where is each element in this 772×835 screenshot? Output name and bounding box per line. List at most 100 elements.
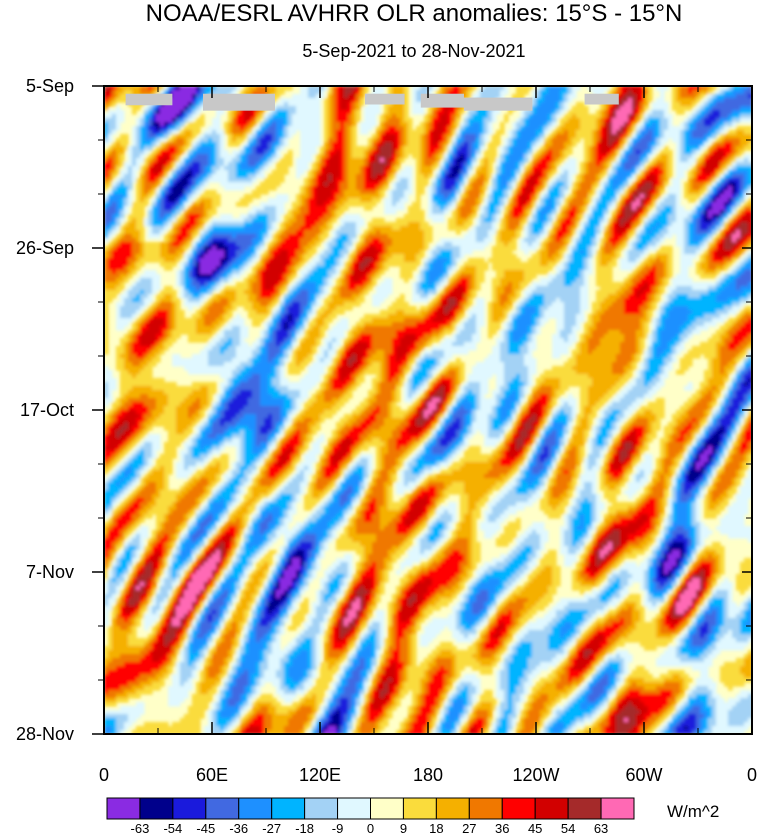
anomaly-cell	[644, 122, 649, 127]
anomaly-cell	[628, 94, 633, 99]
anomaly-cell	[152, 214, 157, 219]
anomaly-cell	[600, 150, 605, 155]
anomaly-cell	[640, 182, 645, 187]
anomaly-cell	[140, 182, 145, 187]
anomaly-cell	[636, 214, 641, 219]
anomaly-cell	[548, 194, 553, 199]
anomaly-cell	[192, 166, 197, 171]
anomaly-cell	[172, 186, 177, 191]
anomaly-cell	[512, 222, 517, 227]
anomaly-cell	[716, 126, 721, 131]
anomaly-cell	[344, 102, 349, 107]
anomaly-cell	[248, 222, 253, 227]
anomaly-cell	[248, 162, 253, 167]
anomaly-cell	[712, 142, 717, 147]
anomaly-cell	[496, 162, 501, 167]
anomaly-cell	[648, 194, 653, 199]
anomaly-cell	[360, 90, 365, 95]
anomaly-cell	[572, 130, 577, 135]
anomaly-cell	[152, 106, 157, 111]
anomaly-cell	[728, 166, 733, 171]
anomaly-cell	[268, 118, 273, 123]
anomaly-cell	[224, 174, 229, 179]
anomaly-cell	[720, 166, 725, 171]
anomaly-cell	[548, 102, 553, 107]
anomaly-cell	[688, 218, 693, 223]
anomaly-cell	[736, 210, 741, 215]
anomaly-cell	[620, 222, 625, 227]
anomaly-cell	[296, 122, 301, 127]
anomaly-cell	[608, 162, 613, 167]
anomaly-cell	[700, 178, 705, 183]
anomaly-cell	[220, 170, 225, 175]
anomaly-cell	[612, 138, 617, 143]
anomaly-cell	[624, 134, 629, 139]
anomaly-cell	[208, 226, 213, 231]
anomaly-cell	[140, 114, 145, 119]
anomaly-cell	[200, 214, 205, 219]
anomaly-cell	[636, 198, 641, 203]
anomaly-cell	[324, 118, 329, 123]
anomaly-cell	[144, 86, 149, 91]
anomaly-cell	[632, 186, 637, 191]
anomaly-cell	[216, 218, 221, 223]
anomaly-cell	[484, 174, 489, 179]
anomaly-cell	[716, 110, 721, 115]
anomaly-cell	[716, 122, 721, 127]
anomaly-cell	[596, 86, 601, 91]
anomaly-cell	[608, 206, 613, 211]
anomaly-cell	[720, 178, 725, 183]
anomaly-cell	[720, 134, 725, 139]
anomaly-cell	[612, 202, 617, 207]
anomaly-cell	[240, 186, 245, 191]
anomaly-cell	[420, 186, 425, 191]
anomaly-cell	[564, 106, 569, 111]
anomaly-cell	[460, 178, 465, 183]
anomaly-cell	[432, 214, 437, 219]
anomaly-cell	[548, 98, 553, 103]
anomaly-cell	[112, 146, 117, 151]
anomaly-cell	[664, 178, 669, 183]
anomaly-cell	[536, 130, 541, 135]
anomaly-cell	[500, 170, 505, 175]
anomaly-cell	[328, 166, 333, 171]
anomaly-cell	[460, 90, 465, 95]
anomaly-cell	[464, 170, 469, 175]
anomaly-cell	[632, 162, 637, 167]
anomaly-cell	[648, 138, 653, 143]
anomaly-cell	[584, 158, 589, 163]
anomaly-cell	[244, 182, 249, 187]
anomaly-cell	[572, 114, 577, 119]
anomaly-cell	[608, 90, 613, 95]
anomaly-cell	[264, 182, 269, 187]
anomaly-cell	[132, 210, 137, 215]
anomaly-cell	[348, 110, 353, 115]
anomaly-cell	[448, 198, 453, 203]
anomaly-cell	[656, 106, 661, 111]
anomaly-cell	[528, 86, 533, 91]
anomaly-cell	[188, 218, 193, 223]
anomaly-cell	[488, 194, 493, 199]
anomaly-cell	[160, 142, 165, 147]
anomaly-cell	[404, 114, 409, 119]
anomaly-cell	[664, 146, 669, 151]
anomaly-cell	[688, 122, 693, 127]
anomaly-cell	[148, 134, 153, 139]
anomaly-cell	[516, 186, 521, 191]
anomaly-cell	[236, 202, 241, 207]
anomaly-cell	[160, 198, 165, 203]
anomaly-cell	[452, 218, 457, 223]
anomaly-cell	[356, 190, 361, 195]
anomaly-cell	[184, 166, 189, 171]
anomaly-cell	[596, 174, 601, 179]
anomaly-cell	[472, 162, 477, 167]
anomaly-cell	[188, 86, 193, 91]
anomaly-cell	[176, 178, 181, 183]
anomaly-cell	[148, 154, 153, 159]
anomaly-cell	[256, 214, 261, 219]
anomaly-cell	[412, 94, 417, 99]
anomaly-cell	[304, 222, 309, 227]
anomaly-cell	[728, 222, 733, 227]
anomaly-cell	[740, 146, 745, 151]
anomaly-cell	[600, 166, 605, 171]
